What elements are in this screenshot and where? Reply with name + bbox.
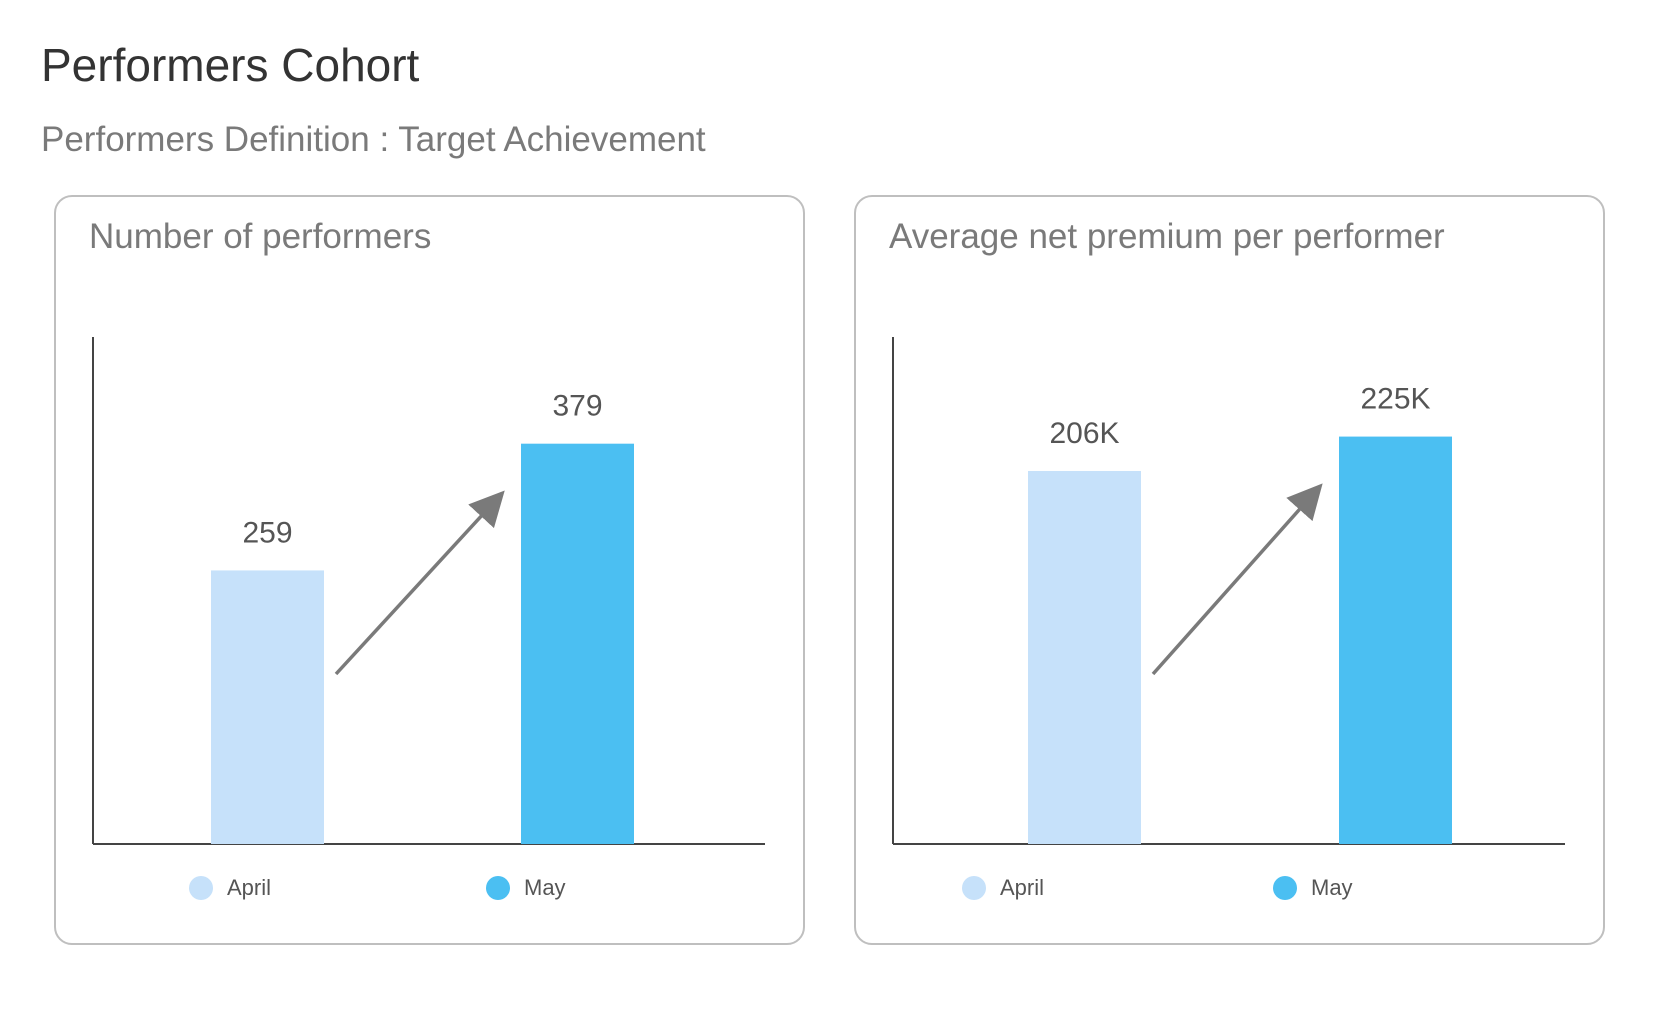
bar-chart-number-of-performers: 259 379 [92, 337, 765, 845]
legend-item-may: May [486, 873, 566, 903]
page-title: Performers Cohort [41, 39, 420, 91]
page-subtitle: Performers Definition : Target Achieveme… [41, 120, 706, 159]
legend-dot-may [486, 876, 510, 900]
chart-card-average-net-premium: Average net premium per performer 206K 22… [854, 195, 1605, 945]
chart-title: Average net premium per performer [889, 217, 1445, 256]
bar-may [1339, 436, 1452, 844]
legend-dot-april [189, 876, 213, 900]
legend-item-may: May [1273, 873, 1353, 903]
legend-dot-april [962, 876, 986, 900]
legend-label-may: May [1311, 875, 1353, 900]
legend-label-may: May [524, 875, 566, 900]
legend-dot-may [1273, 876, 1297, 900]
value-label-may: 225K [1360, 383, 1430, 416]
trend-arrow-icon [334, 490, 505, 676]
chart-title: Number of performers [89, 217, 432, 256]
legend-item-april: April [962, 873, 1044, 903]
legend-label-april: April [227, 875, 272, 900]
bar-april [211, 570, 324, 844]
bar-chart-average-net-premium: 206K 225K [892, 337, 1565, 845]
value-label-april: 206K [1049, 417, 1119, 450]
bar-april [1028, 470, 1141, 844]
value-label-may: 379 [552, 390, 602, 423]
legend-item-april: April [189, 873, 271, 903]
chart-card-number-of-performers: Number of performers 259 379 April May [54, 195, 805, 945]
legend-label-april: April [1000, 875, 1045, 900]
value-label-april: 259 [242, 516, 292, 549]
bar-may [521, 443, 634, 844]
trend-arrow-icon [1151, 483, 1323, 676]
